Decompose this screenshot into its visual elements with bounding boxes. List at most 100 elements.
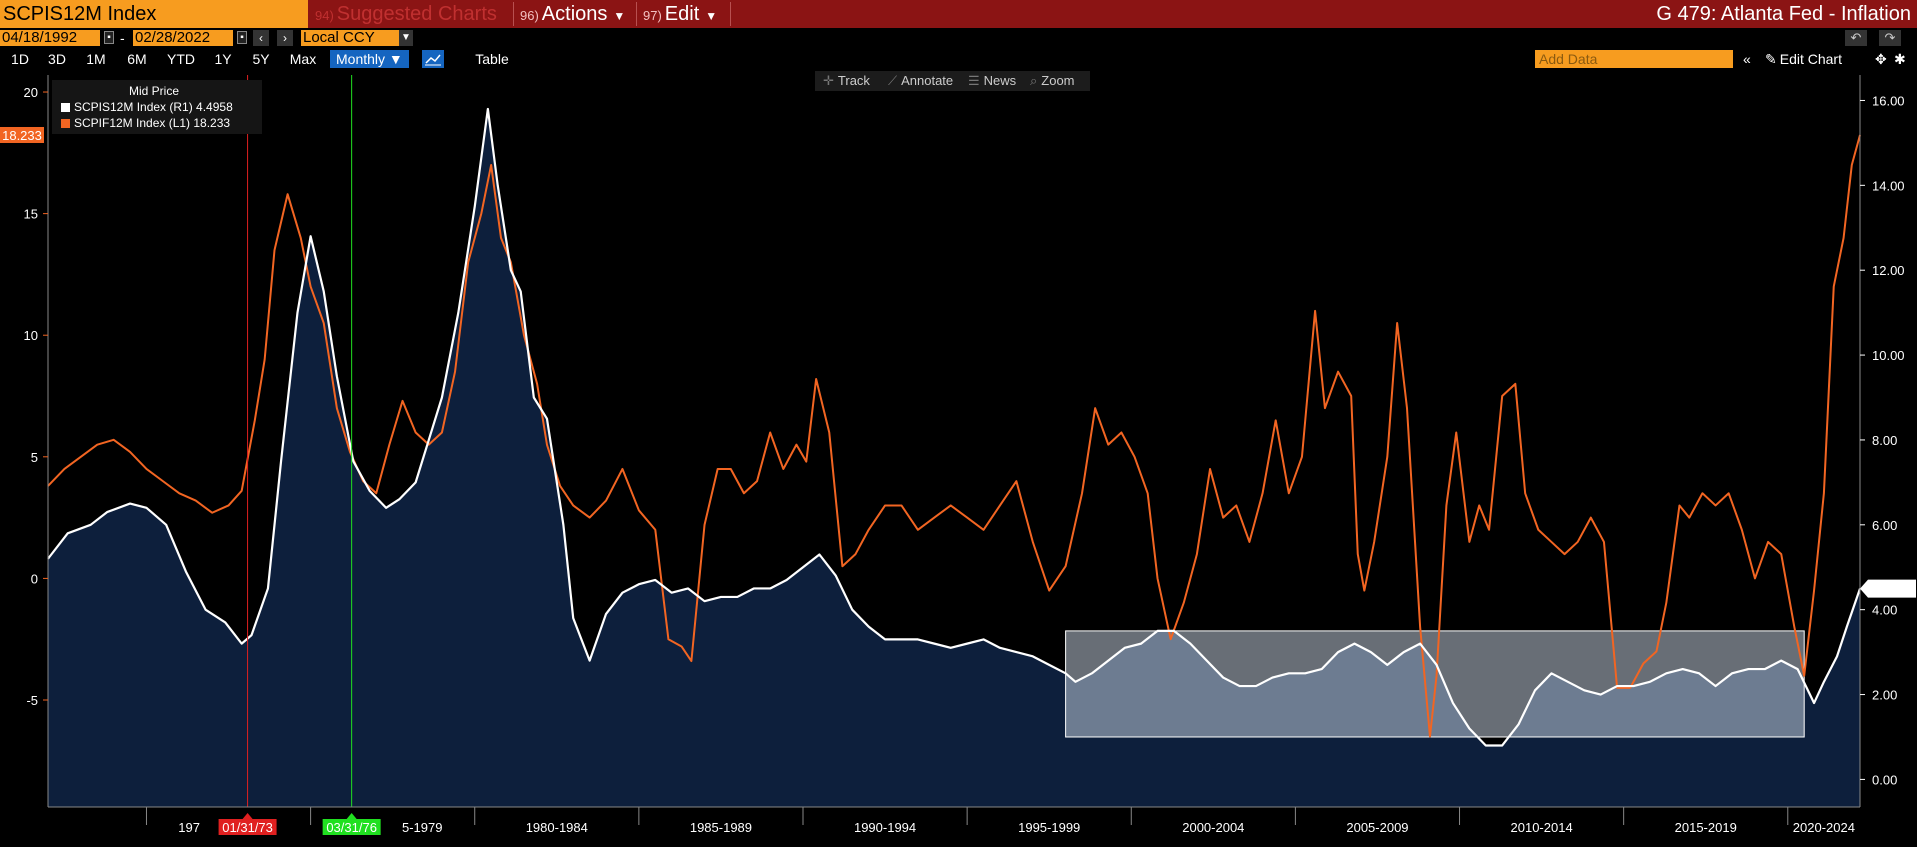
range-3d[interactable]: 3D — [48, 51, 66, 67]
next-arrow-icon[interactable]: › — [277, 30, 293, 46]
range-5y[interactable]: 5Y — [252, 51, 270, 67]
left-axis-label: -5 — [26, 693, 38, 708]
legend-label: SCPIF12M Index (L1) 18.233 — [74, 116, 231, 130]
track-tool[interactable]: ✛ Track — [823, 71, 870, 91]
left-axis-label: 0 — [31, 571, 38, 586]
actions-label: Actions — [541, 3, 608, 25]
sticky-area — [48, 108, 1860, 808]
date-dash: - — [120, 30, 125, 46]
right-axis-label: 4.00 — [1872, 603, 1897, 618]
x-axis-label: 1995-1999 — [1018, 820, 1080, 835]
event-marker-box — [218, 819, 277, 835]
left-axis-label: 5 — [31, 450, 38, 465]
range-1d[interactable]: 1D — [11, 51, 29, 67]
actions-menu[interactable]: 96) Actions ▼ — [520, 0, 625, 28]
pencil-icon: ✎ — [1765, 51, 1777, 67]
frequency-dropdown[interactable]: Monthly ▼ — [330, 50, 409, 68]
edit-num: 97) — [643, 8, 662, 23]
range-max[interactable]: Max — [289, 51, 317, 67]
x-axis-label: 2020-2024 — [1793, 820, 1855, 835]
date-bar — [0, 28, 1917, 48]
divider — [730, 2, 731, 26]
title-bar — [0, 0, 1917, 28]
track-label: Track — [837, 73, 870, 88]
right-axis-label: 12.00 — [1872, 263, 1905, 278]
sticky-last-value: 4.4958 — [1872, 582, 1912, 597]
flex-last-value: 18.233 — [2, 128, 42, 143]
search-icon: ⌕ — [1030, 73, 1038, 88]
news-tool[interactable]: ☰ News — [968, 71, 1016, 91]
event-marker-label: 01/31/73 — [222, 820, 273, 835]
line-chart-icon[interactable] — [422, 50, 444, 68]
edit-chart-button[interactable]: ✎ Edit Chart — [1765, 50, 1870, 68]
calendar-icon[interactable]: ▪ — [237, 31, 247, 44]
gear-icon[interactable]: ✱ — [1894, 51, 1906, 67]
right-axis-label: 2.00 — [1872, 688, 1897, 703]
sticky-last-value-tag — [1860, 579, 1916, 598]
page-title: G 479: Atlanta Fed - Inflation — [1656, 3, 1911, 25]
collapse-icon[interactable]: « — [1743, 51, 1751, 67]
x-axis-label: 1980-1984 — [526, 820, 588, 835]
pencil-icon: ⟋ — [888, 73, 898, 88]
undo-icon[interactable]: ↶ — [1845, 30, 1867, 46]
x-axis-label: 1985-1989 — [690, 820, 752, 835]
legend-label: SCPIS12M Index (R1) 4.4958 — [74, 100, 233, 114]
suggested-charts-menu[interactable]: 94) Suggested Charts — [315, 0, 497, 28]
sticky-series-line — [47, 107, 1862, 747]
range-ytd[interactable]: YTD — [167, 51, 195, 67]
range-bar — [0, 48, 1917, 70]
x-axis-label: 2015-2019 — [1675, 820, 1737, 835]
right-axis-label: 6.00 — [1872, 518, 1897, 533]
edit-menu[interactable]: 97) Edit ▼ — [643, 0, 717, 28]
calendar-icon[interactable]: ▪ — [104, 31, 114, 44]
redo-icon[interactable]: ↷ — [1879, 30, 1901, 46]
zoom-label: Zoom — [1041, 73, 1075, 88]
legend-swatch — [61, 119, 70, 128]
x-axis-label: 2010-2014 — [1511, 820, 1573, 835]
event-marker-triangle — [346, 813, 357, 819]
previous-arrow-icon[interactable]: ‹ — [253, 30, 269, 46]
event-marker-label: 03/31/76 — [326, 820, 377, 835]
left-axis-label: 15 — [24, 207, 38, 222]
crosshair-icon: ✛ — [823, 73, 834, 88]
range-6m[interactable]: 6M — [127, 51, 147, 67]
news-icon: ☰ — [968, 73, 980, 88]
actions-num: 96) — [520, 8, 539, 23]
divider — [513, 2, 514, 26]
chevron-down-icon: ▼ — [613, 9, 626, 23]
flex-last-value-tag — [0, 126, 44, 143]
add-data-input[interactable]: Add Data — [1535, 50, 1733, 68]
start-date-field[interactable]: 04/18/1992 — [0, 30, 100, 46]
legend-swatch — [61, 103, 70, 112]
left-axis-label: 20 — [24, 85, 38, 100]
chevron-down-icon[interactable]: ▼ — [399, 30, 413, 46]
legend-item-flex[interactable]: SCPIF12M Index (L1) 18.233 — [61, 116, 230, 130]
right-axis-label: 0.00 — [1872, 772, 1897, 787]
right-axis-label: 10.00 — [1872, 348, 1905, 363]
news-label: News — [983, 73, 1017, 88]
expand-icon[interactable]: ✥ — [1875, 51, 1887, 67]
ticker-field[interactable]: SCPIS12M Index — [0, 0, 308, 28]
x-axis-label: 2005-2009 — [1346, 820, 1408, 835]
legend-item-sticky[interactable]: SCPIS12M Index (R1) 4.4958 — [61, 100, 233, 114]
range-1y[interactable]: 1Y — [214, 51, 232, 67]
table-button[interactable]: Table — [475, 51, 509, 67]
annotate-tool[interactable]: ⟋ Annotate — [888, 71, 953, 91]
left-axis-label: 10 — [24, 328, 38, 343]
legend: Mid Price SCPIS12M Index (R1) 4.4958 SCP… — [52, 80, 262, 134]
right-axis-label: 14.00 — [1872, 178, 1905, 193]
range-1m[interactable]: 1M — [86, 51, 106, 67]
legend-heading: Mid Price — [129, 84, 180, 98]
edit-label: Edit — [664, 3, 700, 25]
edit-chart-label: Edit Chart — [1779, 51, 1842, 67]
chevron-down-icon: ▼ — [705, 9, 718, 23]
end-date-field[interactable]: 02/28/2022 — [133, 30, 233, 46]
currency-field[interactable]: Local CCY — [301, 30, 399, 46]
annotate-label: Annotate — [901, 73, 954, 88]
right-axis-label: 16.00 — [1872, 93, 1905, 108]
divider — [636, 2, 637, 26]
chart-toolbar: ✛ Track ⟋ Annotate ☰ News ⌕ Zoom — [815, 71, 1090, 91]
zoom-tool[interactable]: ⌕ Zoom — [1030, 71, 1075, 91]
event-marker-box — [322, 819, 381, 835]
